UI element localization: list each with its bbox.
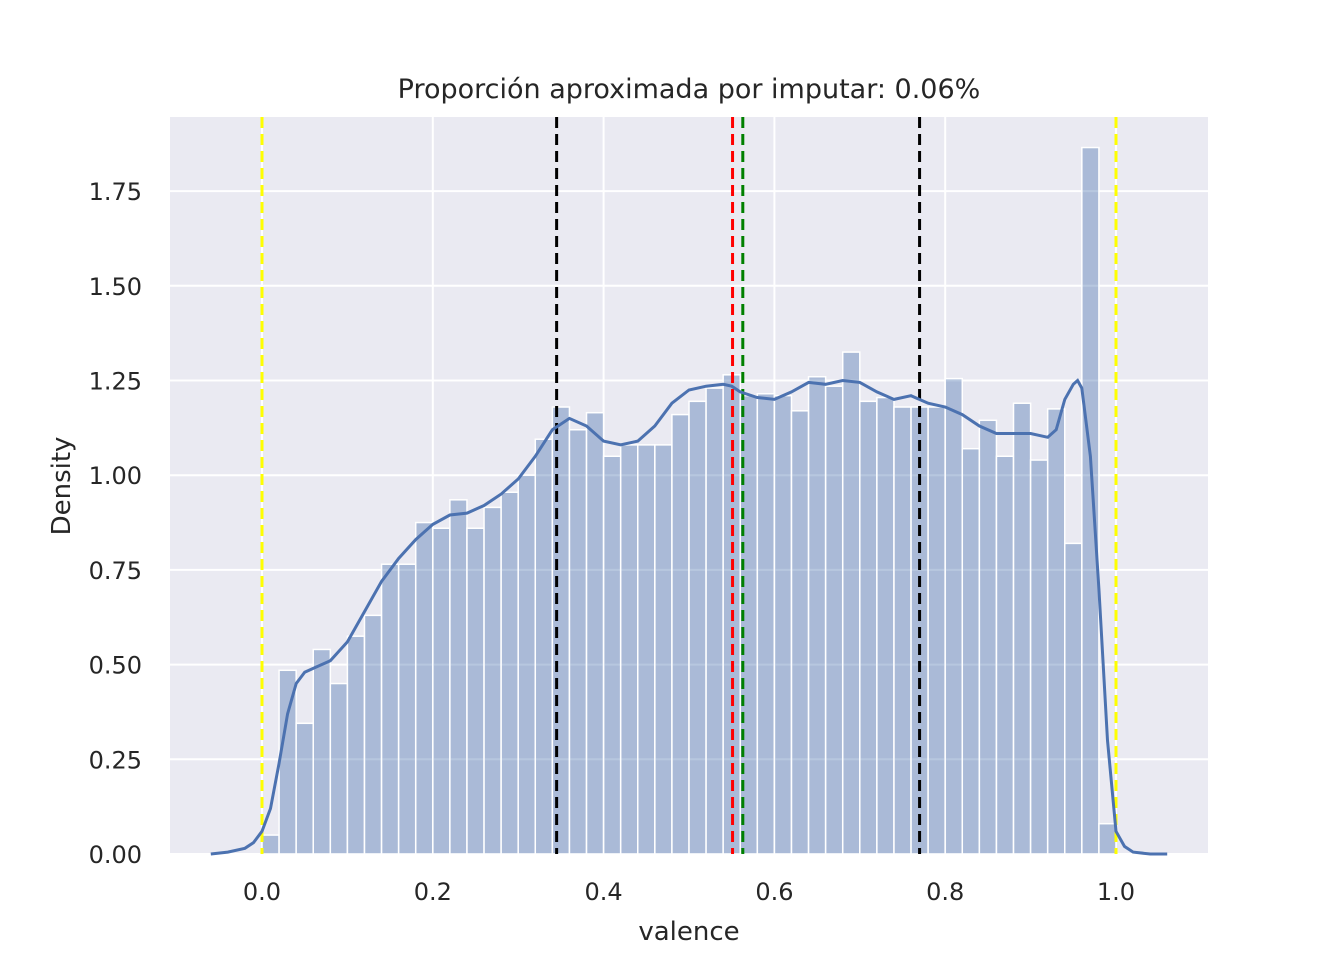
x-tick-label: 0.4: [585, 878, 623, 906]
histogram-bar: [1081, 146, 1100, 855]
histogram-bar: [859, 400, 878, 855]
histogram-bar: [517, 474, 537, 855]
histogram-bar: [466, 527, 485, 855]
histogram-bar: [397, 563, 417, 855]
histogram-bar: [841, 351, 861, 855]
histogram-bar: [876, 396, 895, 855]
y-tick-label: 0.50: [89, 652, 142, 680]
histogram-bar: [790, 410, 810, 855]
histogram-bar: [534, 438, 554, 855]
histogram-bar: [1046, 408, 1066, 855]
x-tick-label: 0.6: [755, 878, 793, 906]
reference-lines: [260, 117, 1118, 854]
histogram-bar: [944, 377, 964, 855]
histogram-bar: [1064, 542, 1083, 855]
histogram-bar: [380, 563, 400, 855]
x-tick-label: 1.0: [1097, 878, 1135, 906]
histogram-bar: [1029, 459, 1049, 855]
histogram-bar: [329, 682, 349, 855]
y-tick-labels: 0.00 0.25 0.50 0.75 1.00 1.25 1.50 1.75: [89, 178, 142, 869]
histogram-bar: [756, 393, 776, 855]
histogram-bar: [312, 648, 332, 855]
y-tick-label: 0.00: [89, 841, 142, 869]
histogram-bar: [995, 455, 1015, 855]
y-tick-label: 1.50: [89, 273, 142, 301]
kde-curve: [210, 378, 1168, 856]
histogram-bar: [893, 406, 912, 855]
histogram-bar: [654, 444, 673, 855]
y-tick-label: 1.25: [89, 368, 142, 396]
histogram-bar: [619, 444, 639, 855]
histogram-bar: [551, 406, 571, 855]
histogram-bar: [637, 444, 656, 855]
histogram-bar: [807, 375, 827, 855]
chart-title: Proporción aproximada por imputar: 0.06%: [398, 74, 981, 105]
histogram-bar: [585, 411, 605, 855]
histogram-bar: [500, 491, 519, 855]
histogram-bar: [261, 834, 280, 855]
histogram-bar: [773, 394, 793, 855]
histogram-bar: [295, 722, 314, 855]
histogram-bar: [346, 635, 366, 855]
y-tick-label: 0.75: [89, 557, 142, 585]
y-tick-label: 0.25: [89, 746, 142, 774]
y-axis-label: Density: [47, 437, 77, 536]
histogram-bar: [432, 527, 451, 855]
histogram-bar: [1012, 402, 1032, 855]
histogram-bar: [1098, 822, 1117, 855]
histogram-bar: [961, 447, 981, 855]
histogram-bar: [824, 385, 844, 855]
histogram-bar: [449, 499, 468, 855]
histogram-bars: [261, 146, 1117, 855]
x-tick-label: 0.2: [414, 878, 452, 906]
histogram-bar: [671, 413, 690, 855]
histogram-bar: [927, 406, 946, 855]
histogram-bar: [602, 455, 622, 855]
histogram-bar: [483, 506, 502, 855]
histogram-bar: [705, 387, 724, 855]
y-tick-label: 1.00: [89, 462, 142, 490]
x-tick-label: 0.8: [926, 878, 964, 906]
y-tick-label: 1.75: [89, 178, 142, 206]
histogram-bar: [363, 614, 383, 855]
x-tick-label: 0.0: [243, 878, 281, 906]
x-axis-label: valence: [638, 917, 739, 947]
histogram-bar: [688, 400, 707, 855]
histogram-bar: [978, 419, 998, 855]
histogram-bar: [414, 521, 434, 855]
histogram-bar: [568, 428, 588, 855]
x-tick-labels: 0.0 0.2 0.4 0.6 0.8 1.0: [243, 878, 1135, 906]
